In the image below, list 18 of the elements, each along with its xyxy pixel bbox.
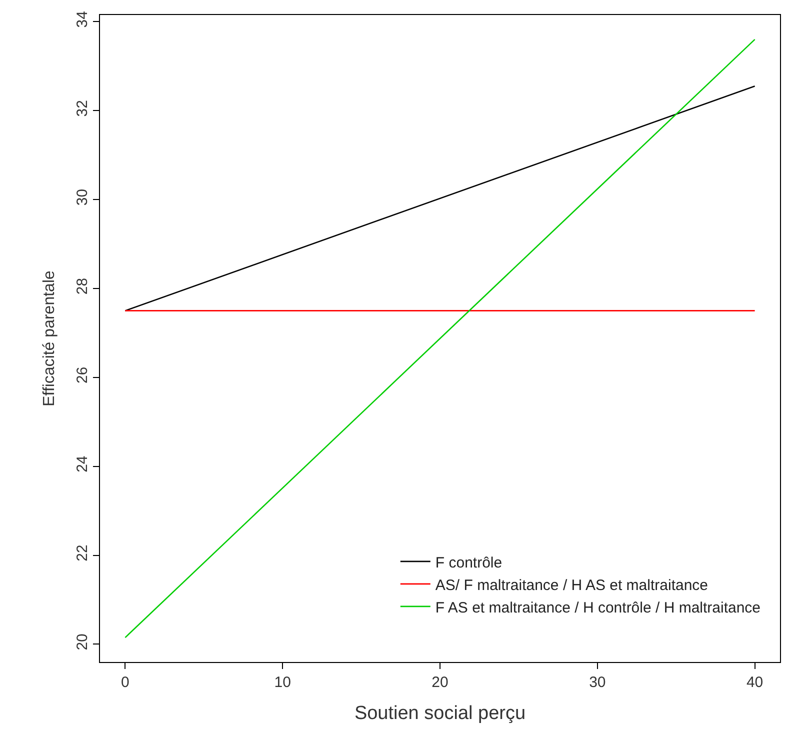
x-tick-label: 20 — [432, 674, 448, 691]
x-tick-label: 30 — [589, 674, 606, 691]
x-axis-title: Soutien social perçu — [354, 702, 526, 724]
y-tick-label: 30 — [74, 188, 91, 206]
y-tick-label: 34 — [74, 11, 91, 28]
y-tick-label: 22 — [74, 544, 91, 562]
x-tick-label: 10 — [274, 674, 291, 691]
x-tick-label: 0 — [121, 674, 130, 691]
x-tick-label: 40 — [746, 674, 764, 691]
y-axis-title: Efficacité parentale — [40, 270, 58, 406]
y-tick-label: 20 — [74, 634, 91, 650]
y-tick-label: 28 — [74, 278, 91, 295]
legend-label: F AS et maltraitance / H contrôle / H maltraitance — [435, 599, 761, 616]
legend-label: AS/ F maltraitance / H AS et maltraitance — [435, 576, 708, 594]
y-tick-label: 32 — [74, 100, 91, 117]
legend-label: F contrôle — [435, 554, 502, 572]
y-tick-label: 24 — [74, 456, 91, 472]
y-tick-label: 26 — [74, 366, 91, 384]
